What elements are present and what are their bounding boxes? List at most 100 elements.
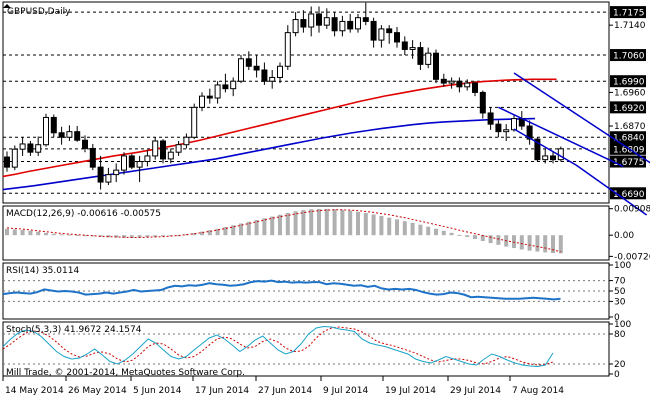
macd-bar bbox=[278, 214, 282, 236]
macd-bar bbox=[340, 209, 345, 236]
bear-candle bbox=[4, 156, 10, 168]
rsi-line bbox=[2, 279, 561, 301]
macd-bar bbox=[5, 228, 9, 236]
macd-bar bbox=[426, 226, 431, 236]
macd-bar bbox=[254, 220, 259, 236]
date-axis: 14 May 2014 26 May 2014 5 Jun 2014 17 Jun 2… bbox=[2, 376, 564, 396]
bull-candle bbox=[152, 140, 159, 157]
bull-candle bbox=[269, 76, 276, 82]
macd-bar bbox=[418, 224, 423, 236]
macd-bar bbox=[457, 234, 462, 236]
macd-bar bbox=[309, 209, 314, 236]
bull-candle bbox=[11, 148, 18, 168]
macd-bar bbox=[246, 221, 251, 236]
macd-panel-frame bbox=[2, 205, 610, 261]
bear-candle bbox=[534, 138, 541, 161]
macd-bar bbox=[395, 219, 399, 236]
price-tick-label: 1.7140 bbox=[614, 21, 646, 31]
date-tick-label: 14 May 2014 bbox=[5, 386, 64, 396]
candlesticks bbox=[4, 2, 564, 190]
macd-bar bbox=[129, 235, 134, 238]
macd-tick-label: 0.00908 bbox=[614, 205, 650, 215]
macd-bar bbox=[480, 235, 485, 242]
date-tick-label: 9 Jul 2014 bbox=[323, 386, 368, 396]
bear-candle bbox=[82, 139, 88, 149]
price-tick-label: 1.6960 bbox=[614, 88, 646, 98]
date-tick-label: 27 Jun 2014 bbox=[258, 386, 312, 396]
bear-candle bbox=[433, 52, 439, 80]
bear-candle bbox=[401, 41, 408, 50]
rsi-tick-label: 100 bbox=[614, 261, 631, 271]
bear-candle bbox=[89, 147, 96, 168]
macd-bar bbox=[551, 235, 555, 253]
macd-bar bbox=[200, 231, 204, 236]
bear-candle bbox=[472, 82, 478, 93]
date-tick-label: 5 Jun 2014 bbox=[133, 386, 182, 396]
macd-bar bbox=[434, 228, 438, 236]
macd-bar bbox=[184, 234, 189, 236]
bear-candle bbox=[362, 17, 369, 22]
macd-bar bbox=[20, 229, 25, 236]
bull-candle bbox=[214, 84, 221, 99]
macd-bar bbox=[512, 235, 516, 249]
bear-candle bbox=[370, 20, 377, 41]
level-tag-label: 1.6920 bbox=[613, 104, 645, 114]
macd-histogram bbox=[5, 208, 563, 254]
bull-candle bbox=[113, 169, 120, 176]
bull-candle bbox=[66, 131, 73, 138]
bull-candle bbox=[425, 52, 432, 65]
level-tag bbox=[610, 131, 646, 144]
macd-bar bbox=[402, 221, 407, 236]
bull-candle bbox=[464, 82, 471, 88]
price-axis-ticks: 1.7140 1.6960 1.6870 bbox=[609, 21, 646, 132]
bear-candle bbox=[160, 140, 166, 160]
stoch-tick-label: 0 bbox=[614, 370, 620, 380]
date-tick-label: 26 May 2014 bbox=[68, 386, 127, 396]
level-tag bbox=[610, 75, 646, 88]
bull-candle bbox=[292, 19, 299, 34]
price-tick-label: 1.6870 bbox=[614, 122, 646, 132]
bull-candle bbox=[19, 143, 26, 150]
macd-bar bbox=[83, 235, 87, 237]
bull-candle bbox=[144, 155, 151, 163]
bear-candle bbox=[206, 95, 213, 99]
macd-bar bbox=[558, 235, 563, 254]
macd-bar bbox=[153, 235, 158, 237]
macd-bar bbox=[473, 235, 477, 239]
macd-bar bbox=[496, 235, 501, 245]
level-tag-label: 1.6990 bbox=[613, 78, 645, 88]
macd-bar bbox=[239, 223, 243, 236]
dropdown-triangle-icon bbox=[3, 4, 11, 8]
macd-bar bbox=[379, 215, 384, 236]
macd-bar bbox=[332, 209, 337, 236]
bull-candle bbox=[191, 106, 198, 138]
bear-candle bbox=[222, 84, 229, 90]
level-tag-label: 1.6840 bbox=[613, 134, 645, 144]
macd-bar bbox=[145, 235, 150, 238]
macd-bar bbox=[262, 218, 267, 236]
macd-label: MACD(12,26,9) -0.00616 -0.00575 bbox=[6, 209, 161, 219]
bull-candle bbox=[167, 151, 174, 160]
level-tag-label: 1.6775 bbox=[613, 158, 645, 168]
macd-bar bbox=[293, 211, 298, 236]
macd-bar bbox=[465, 235, 470, 237]
stoch-label: Stoch(5,3,3) 41.9672 24.1574 bbox=[6, 325, 142, 335]
macd-bar bbox=[371, 214, 376, 236]
macd-bar bbox=[28, 230, 33, 236]
macd-signal-line bbox=[6, 209, 561, 253]
macd-bar bbox=[231, 225, 236, 236]
macd-bar bbox=[488, 235, 493, 244]
bear-candle bbox=[128, 155, 135, 168]
macd-bar bbox=[137, 235, 142, 238]
bull-candle bbox=[284, 32, 291, 67]
macd-bar bbox=[67, 234, 72, 236]
macd-bar bbox=[348, 210, 353, 236]
macd-bar bbox=[223, 227, 228, 236]
channel-line bbox=[498, 106, 624, 168]
macd-bar bbox=[122, 235, 126, 238]
bull-candle bbox=[183, 136, 190, 146]
bull-candle bbox=[355, 17, 361, 30]
bull-candle bbox=[35, 144, 42, 153]
